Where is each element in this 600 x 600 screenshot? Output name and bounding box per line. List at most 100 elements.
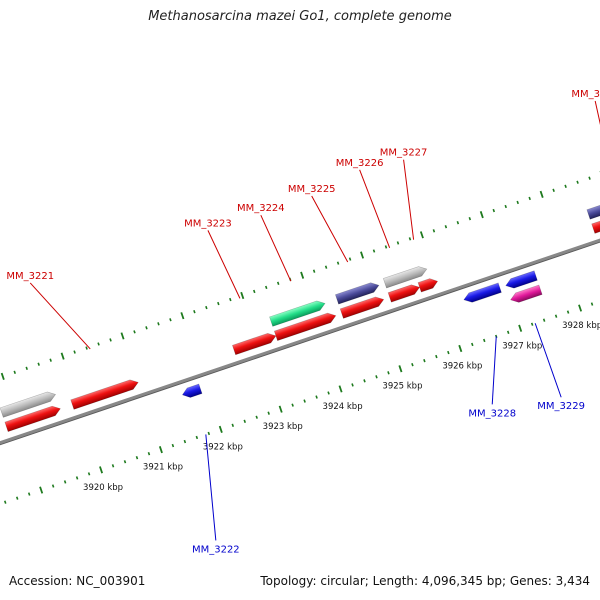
gene-label-leader	[205, 434, 217, 541]
ruler-tick	[49, 358, 52, 362]
ruler-tick	[408, 237, 412, 241]
ruler-tick	[516, 200, 519, 205]
ruler-tick	[396, 241, 400, 245]
ruler-tick	[375, 375, 378, 379]
ruler-tick	[458, 344, 463, 353]
mm-3223-label: MM_3223	[184, 218, 232, 229]
gene-label-leader	[311, 195, 349, 263]
ruler-tick	[85, 346, 88, 350]
ruler-tick	[133, 330, 136, 334]
ruler-tick	[419, 231, 424, 239]
ruler-tick	[0, 372, 5, 380]
ruler-tick	[315, 395, 318, 399]
ruler-tick	[231, 423, 235, 428]
ruler-tick	[435, 354, 438, 359]
g-grey-left-gene-arrow	[0, 391, 57, 418]
ruler-tick	[63, 480, 67, 484]
ruler-tick	[351, 383, 354, 387]
ruler-tick	[15, 496, 19, 500]
gene-label-leader	[207, 230, 241, 299]
ruler-tick	[518, 324, 523, 332]
kbp-tick-label: 3921 kbp	[143, 463, 183, 473]
ruler-tick	[456, 221, 460, 225]
mm-3221-label: MM_3221	[6, 271, 54, 282]
mm-3222-gene-arrow	[181, 383, 203, 398]
ruler-tick	[492, 208, 496, 213]
ruler-tick	[336, 261, 340, 265]
ruler-tick	[432, 229, 436, 233]
mm-3225-gene-arrow	[339, 296, 385, 319]
mm-3229-gene-arrow	[505, 270, 538, 289]
kbp-tick-label: 3928 kbp	[562, 321, 600, 331]
ruler-tick	[183, 439, 187, 444]
ruler-tick	[111, 464, 115, 468]
ruler-tick	[97, 342, 100, 346]
kbp-tick-label: 3925 kbp	[382, 382, 422, 392]
kbp-tick-label: 3923 kbp	[263, 422, 303, 432]
ruler-tick	[483, 338, 486, 343]
g-3226-grey-gene-arrow	[382, 266, 428, 289]
ruler-tick	[576, 180, 579, 184]
ruler-tick	[120, 332, 125, 340]
ruler-tick	[39, 486, 44, 494]
ruler-tick	[13, 370, 16, 374]
ruler-tick	[99, 466, 104, 474]
ruler-tick	[398, 365, 403, 373]
mm-3226-label: MM_3226	[336, 158, 384, 169]
gene-label-leader	[594, 100, 600, 126]
ruler-tick	[243, 419, 246, 423]
page-title: Methanosarcina mazei Go1, complete genom…	[148, 9, 452, 24]
ruler-tick	[123, 460, 127, 464]
ruler-tick	[506, 330, 510, 335]
mm-3222-label: MM_3222	[192, 544, 240, 555]
g-red-left-gene-arrow	[4, 405, 61, 432]
ruler-tick	[578, 304, 583, 312]
mm-3225-label: MM_3225	[288, 184, 336, 195]
topology-summary-text: Topology: circular; Length: 4,096,345 bp…	[260, 574, 590, 588]
ruler-tick	[240, 291, 245, 300]
gene-label-leader	[29, 282, 91, 350]
mm-3228-label: MM_3228	[468, 408, 516, 419]
gene-label-leader	[491, 336, 497, 405]
ruler-tick	[539, 190, 544, 198]
gene-label-leader	[359, 169, 391, 249]
ruler-tick	[423, 358, 426, 363]
ruler-tick	[528, 196, 531, 201]
mm-3230-label: MM_3230	[571, 89, 600, 100]
ruler-tick	[564, 184, 567, 188]
ruler-tick	[217, 301, 220, 306]
mm-3223-gene-arrow	[232, 333, 277, 356]
ruler-tick	[387, 371, 390, 375]
mm-3221-gene-arrow	[70, 379, 139, 410]
ruler-tick	[195, 435, 199, 440]
ruler-tick	[157, 322, 160, 326]
ruler-tick	[25, 366, 28, 370]
ruler-tick	[169, 318, 172, 322]
ruler-tick	[267, 411, 270, 415]
ruler-tick	[590, 302, 594, 306]
ruler-tick	[135, 456, 139, 460]
ruler-tick	[171, 443, 175, 448]
ruler-tick	[447, 350, 450, 355]
genome-axis	[0, 238, 600, 445]
ruler-tick	[566, 310, 570, 314]
ruler-tick	[471, 342, 474, 347]
ruler-tick	[303, 399, 306, 403]
ruler-tick	[60, 352, 65, 360]
axis-layer	[0, 238, 600, 446]
ruler-tick	[75, 476, 79, 480]
ruler-tick	[312, 269, 316, 273]
ruler-tick	[363, 379, 366, 383]
gene-label-leader	[534, 323, 562, 398]
ruler-tick	[147, 451, 151, 456]
ruler-tick	[504, 204, 507, 209]
ruler-tick	[338, 385, 343, 393]
ruler-tick	[276, 281, 280, 286]
mm-3228-gene-arrow	[463, 282, 502, 303]
ruler-tick	[479, 210, 484, 219]
ruler-tick	[205, 305, 208, 310]
kbp-tick-label: 3922 kbp	[203, 442, 243, 452]
